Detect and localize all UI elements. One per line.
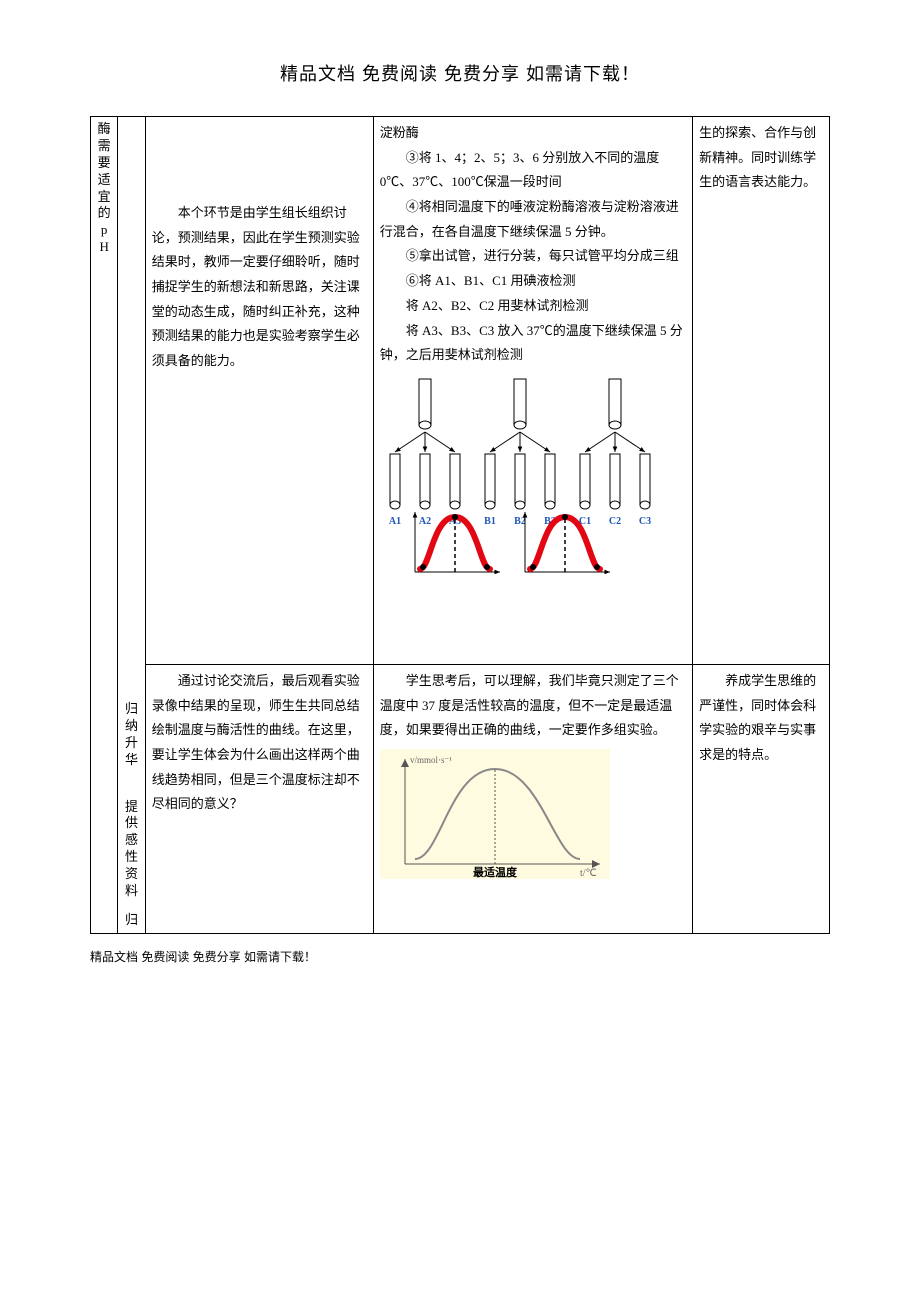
purpose-cell-2: 养成学生思维的严谨性，同时体会科学实验的艰辛与实事求是的特点。 xyxy=(693,665,830,934)
purpose-p2: 养成学生思维的严谨性，同时体会科学实验的艰辛与实事求是的特点。 xyxy=(699,669,823,768)
student-s0: 淀粉酶 xyxy=(380,121,686,146)
svg-text:最适温度: 最适温度 xyxy=(473,865,518,879)
student-s2: ④将相同温度下的唾液淀粉酶溶液与淀粉溶液进行混合，在各自温度下继续保温 5 分钟… xyxy=(380,195,686,244)
svg-text:v/mmol·s⁻¹: v/mmol·s⁻¹ xyxy=(410,755,452,765)
page-header: 精品文档 免费阅读 免费分享 如需请下载！ xyxy=(90,60,830,86)
student-s5: 将 A2、B2、C2 用斐林试剂检测 xyxy=(380,294,686,319)
student-s1: ③将 1、4；2、5；3、6 分别放入不同的温度 0℃、37℃、100℃保温一段… xyxy=(380,146,686,195)
page-footer: 精品文档 免费阅读 免费分享 如需请下载！ xyxy=(90,948,830,965)
teacher-cell-1: 本个环节是由学生组长组织讨论，预测结果，因此在学生预测实验结果时，教师一定要仔细… xyxy=(145,117,373,665)
phase-a: 归纳升华 xyxy=(124,701,138,769)
purpose-p1: 生的探索、合作与创新精神。同时训练学生的语言表达能力。 xyxy=(699,121,823,195)
svg-text:A2: A2 xyxy=(419,516,431,527)
phase-c: 归 xyxy=(124,912,138,929)
col-phase: 归纳升华 提供感性资料 归 xyxy=(118,117,145,934)
svg-text:C2: C2 xyxy=(609,516,621,527)
student-s7: 学生思考后，可以理解，我们毕竟只测定了三个温度中 37 度是活性较高的温度，但不… xyxy=(380,669,686,743)
col-section: 酶需要适宜的pH xyxy=(91,117,118,934)
lesson-table: 酶需要适宜的pH 归纳升华 提供感性资料 归 本个环节是由学生组长组织讨论，预测… xyxy=(90,116,830,934)
teacher-cell-2: 通过讨论交流后，最后观看实验录像中结果的呈现，师生生共同总结绘制温度与酶活性的曲… xyxy=(145,665,373,934)
svg-text:B2: B2 xyxy=(514,516,526,527)
student-s6: 将 A3、B3、C3 放入 37℃的温度下继续保温 5 分钟，之后用斐林试剂检测 xyxy=(380,319,686,368)
svg-text:C3: C3 xyxy=(639,516,651,527)
student-cell-1: 淀粉酶 ③将 1、4；2、5；3、6 分别放入不同的温度 0℃、37℃、100℃… xyxy=(373,117,692,665)
purpose-cell-1: 生的探索、合作与创新精神。同时训练学生的语言表达能力。 xyxy=(693,117,830,665)
student-s3: ⑤拿出试管，进行分装，每只试管平均分成三组 xyxy=(380,244,686,269)
teacher-p2: 通过讨论交流后，最后观看实验录像中结果的呈现，师生生共同总结绘制温度与酶活性的曲… xyxy=(152,669,367,817)
svg-text:A1: A1 xyxy=(389,516,401,527)
student-s4: ⑥将 A1、B1、C1 用碘液检测 xyxy=(380,269,686,294)
phase-b: 提供感性资料 xyxy=(124,799,138,900)
teacher-p1: 本个环节是由学生组长组织讨论，预测结果，因此在学生预测实验结果时，教师一定要仔细… xyxy=(152,201,367,374)
svg-text:t/℃: t/℃ xyxy=(580,868,597,879)
student-cell-2: 学生思考后，可以理解，我们毕竟只测定了三个温度中 37 度是活性较高的温度，但不… xyxy=(373,665,692,934)
section-title: 酶需要适宜的pH xyxy=(97,121,111,256)
svg-text:B1: B1 xyxy=(484,516,496,527)
tube-diagram: A1A2A3B1B2B3C1C2C3 xyxy=(380,374,686,583)
optimum-chart: v/mmol·s⁻¹ t/℃ 最适温度 xyxy=(380,749,686,888)
